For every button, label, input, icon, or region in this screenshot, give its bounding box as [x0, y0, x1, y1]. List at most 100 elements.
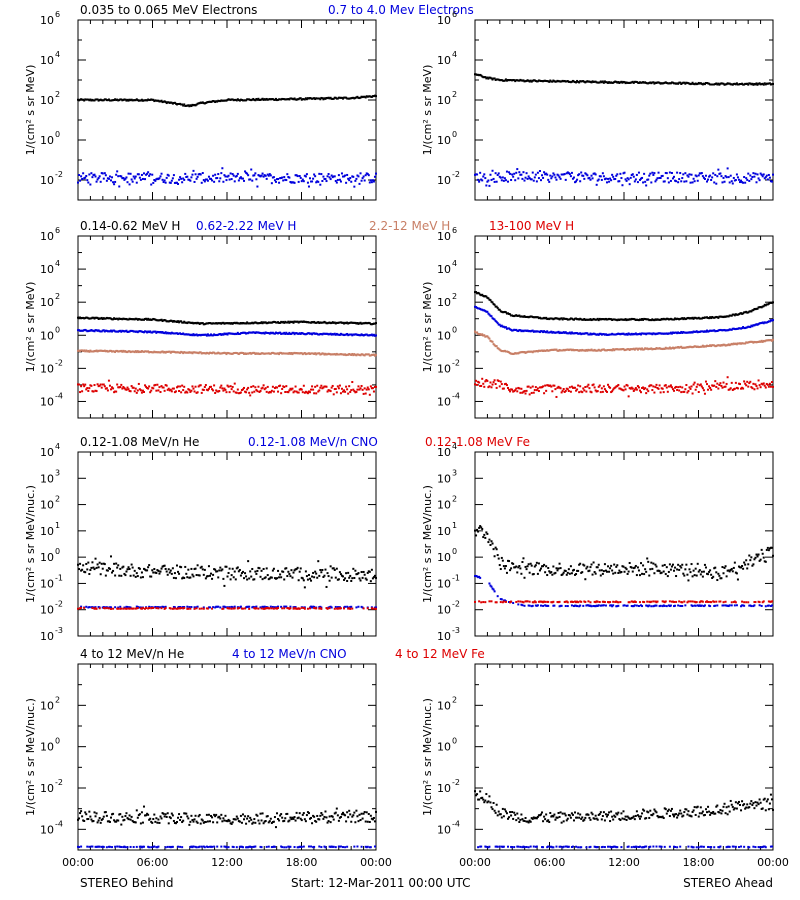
data-point	[633, 604, 636, 607]
data-point	[491, 340, 494, 343]
data-point	[547, 567, 550, 570]
data-point	[228, 332, 231, 335]
data-point	[205, 322, 208, 325]
data-point	[687, 390, 690, 393]
data-point	[271, 385, 274, 388]
data-point	[618, 569, 621, 572]
data-point	[287, 607, 290, 610]
data-point	[227, 385, 230, 388]
data-point	[310, 332, 313, 335]
data-point	[536, 572, 539, 575]
data-point	[151, 386, 154, 389]
data-point	[169, 607, 172, 610]
data-point	[483, 334, 486, 337]
data-point	[221, 99, 224, 102]
data-point	[512, 78, 515, 81]
data-point	[210, 100, 213, 103]
data-point	[678, 178, 681, 181]
data-point	[263, 388, 266, 391]
data-point	[698, 330, 701, 333]
data-point	[648, 174, 651, 177]
data-point	[94, 316, 97, 319]
data-point	[577, 318, 580, 321]
data-point	[518, 565, 521, 568]
data-point	[589, 566, 592, 569]
data-point	[309, 391, 312, 394]
data-point	[485, 531, 488, 534]
data-point	[710, 317, 713, 320]
data-point	[642, 348, 645, 351]
data-point	[348, 97, 351, 100]
data-point	[117, 350, 120, 353]
data-point	[331, 176, 334, 179]
data-point	[151, 569, 154, 572]
data-point	[291, 331, 294, 334]
data-point	[730, 381, 733, 384]
data-point	[651, 348, 654, 351]
data-point	[685, 81, 688, 84]
data-point	[202, 352, 205, 355]
data-point	[139, 330, 142, 333]
data-point	[125, 607, 128, 610]
data-point	[620, 80, 623, 83]
data-point	[104, 329, 107, 332]
y-tick-exponent: 0	[55, 325, 60, 334]
data-point	[296, 566, 299, 569]
data-point	[179, 332, 182, 335]
data-point	[135, 605, 138, 608]
data-point	[679, 346, 682, 349]
data-point	[513, 390, 516, 393]
data-point	[270, 389, 273, 392]
data-point	[646, 318, 649, 321]
data-point	[173, 320, 176, 323]
data-point	[84, 383, 87, 386]
data-point	[745, 82, 748, 85]
data-point	[675, 82, 678, 85]
data-point	[762, 173, 765, 176]
data-point	[541, 330, 544, 333]
data-point	[326, 353, 329, 356]
data-point	[604, 389, 607, 392]
data-point	[674, 604, 677, 607]
data-point	[599, 391, 602, 394]
data-point	[271, 351, 274, 354]
data-point	[219, 352, 222, 355]
data-point	[141, 318, 144, 321]
data-point	[715, 330, 718, 333]
data-point	[749, 82, 752, 85]
data-point	[370, 387, 373, 390]
data-point	[508, 351, 511, 354]
data-point	[213, 100, 216, 103]
data-point	[643, 348, 646, 351]
data-point	[257, 174, 260, 177]
data-point	[504, 350, 507, 353]
data-point	[256, 390, 259, 393]
data-point	[80, 329, 83, 332]
data-point	[603, 388, 606, 391]
data-point	[198, 322, 201, 325]
data-point	[745, 177, 748, 180]
data-point	[96, 316, 99, 319]
data-point	[206, 352, 209, 355]
data-point	[113, 329, 116, 332]
data-point	[240, 351, 243, 354]
data-point	[333, 388, 336, 391]
data-point	[684, 82, 687, 85]
data-point	[554, 571, 557, 574]
data-point	[601, 333, 604, 336]
data-point	[328, 333, 331, 336]
data-point	[670, 172, 673, 175]
data-point	[354, 391, 357, 394]
data-point	[589, 80, 592, 83]
data-point	[561, 318, 564, 321]
data-point	[621, 348, 624, 351]
data-point	[496, 347, 499, 350]
data-point	[660, 347, 663, 350]
data-point	[689, 345, 692, 348]
data-point	[744, 311, 747, 314]
data-point	[340, 172, 343, 175]
data-point	[607, 318, 610, 321]
data-point	[740, 312, 743, 315]
data-point	[538, 331, 541, 334]
